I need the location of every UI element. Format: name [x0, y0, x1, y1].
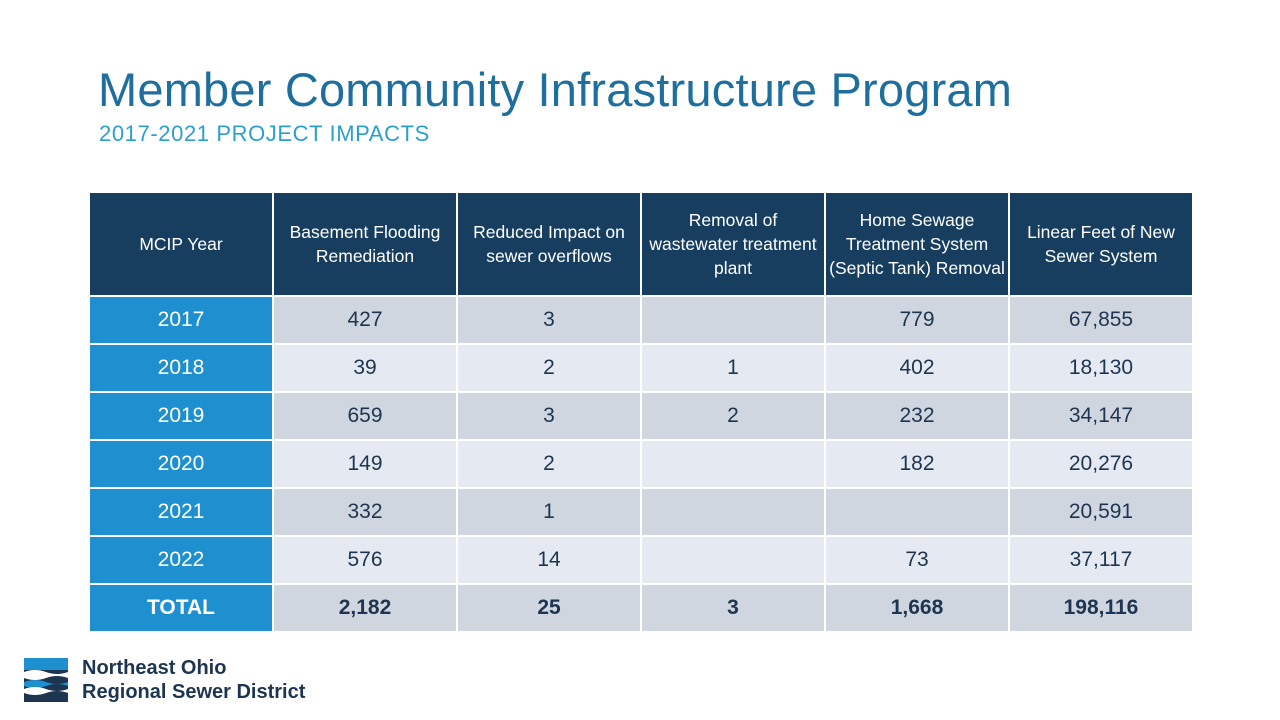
row-year: 2019	[88, 391, 274, 441]
table-cell: 659	[272, 391, 458, 441]
table-cell: 427	[272, 295, 458, 345]
row-year: 2020	[88, 439, 274, 489]
table-cell	[640, 295, 826, 345]
table-row: 2018 39 2 1 402 18,130	[88, 343, 1194, 393]
header-sewer-overflows: Reduced Impact on sewer overflows	[456, 191, 642, 297]
table-cell: 576	[272, 535, 458, 585]
total-cell: 198,116	[1008, 583, 1194, 633]
row-year: 2017	[88, 295, 274, 345]
table-cell: 232	[824, 391, 1010, 441]
table-cell	[640, 439, 826, 489]
table-row: 2021 332 1 20,591	[88, 487, 1194, 537]
total-label: TOTAL	[88, 583, 274, 633]
table-total-row: TOTAL 2,182 25 3 1,668 198,116	[88, 583, 1194, 633]
header-septic-removal: Home Sewage Treatment System (Septic Tan…	[824, 191, 1010, 297]
page-title: Member Community Infrastructure Program	[98, 63, 1013, 116]
table-cell: 1	[640, 343, 826, 393]
table-cell: 2	[456, 343, 642, 393]
table-cell: 67,855	[1008, 295, 1194, 345]
total-cell: 3	[640, 583, 826, 633]
table-cell: 2	[456, 439, 642, 489]
table-row: 2019 659 3 2 232 34,147	[88, 391, 1194, 441]
table-cell: 2	[640, 391, 826, 441]
row-year: 2018	[88, 343, 274, 393]
header-treatment-plant-removal: Removal of wastewater treatment plant	[640, 191, 826, 297]
logo-line-2: Regional Sewer District	[82, 681, 306, 703]
table-cell: 779	[824, 295, 1010, 345]
header-basement-flooding: Basement Flooding Remediation	[272, 191, 458, 297]
table-cell: 73	[824, 535, 1010, 585]
organization-logo: Northeast Ohio Regional Sewer District	[24, 656, 324, 706]
table-row: 2020 149 2 182 20,276	[88, 439, 1194, 489]
logo-text: Northeast Ohio Regional Sewer District	[82, 656, 305, 704]
total-cell: 25	[456, 583, 642, 633]
page-subtitle: 2017-2021 PROJECT IMPACTS	[99, 121, 430, 146]
table-cell	[640, 487, 826, 537]
row-year: 2022	[88, 535, 274, 585]
table-cell: 18,130	[1008, 343, 1194, 393]
table-cell	[640, 535, 826, 585]
table-cell	[824, 487, 1010, 537]
table-cell: 149	[272, 439, 458, 489]
table-cell: 3	[456, 391, 642, 441]
table-cell: 3	[456, 295, 642, 345]
logo-line-1: Northeast Ohio	[82, 657, 227, 679]
impacts-table: MCIP Year Basement Flooding Remediation …	[88, 191, 1194, 633]
total-cell: 2,182	[272, 583, 458, 633]
table-row: 2022 576 14 73 37,117	[88, 535, 1194, 585]
table-cell: 34,147	[1008, 391, 1194, 441]
total-cell: 1,668	[824, 583, 1010, 633]
table-cell: 39	[272, 343, 458, 393]
table-cell: 1	[456, 487, 642, 537]
table-cell: 14	[456, 535, 642, 585]
table-cell: 20,276	[1008, 439, 1194, 489]
header-linear-feet: Linear Feet of New Sewer System	[1008, 191, 1194, 297]
table-cell: 332	[272, 487, 458, 537]
waves-logo-icon	[24, 658, 68, 702]
header-mcip-year: MCIP Year	[88, 191, 274, 297]
table-row: 2017 427 3 779 67,855	[88, 295, 1194, 345]
table-cell: 402	[824, 343, 1010, 393]
row-year: 2021	[88, 487, 274, 537]
table-cell: 37,117	[1008, 535, 1194, 585]
table-cell: 182	[824, 439, 1010, 489]
table-header-row: MCIP Year Basement Flooding Remediation …	[88, 191, 1194, 297]
table-cell: 20,591	[1008, 487, 1194, 537]
